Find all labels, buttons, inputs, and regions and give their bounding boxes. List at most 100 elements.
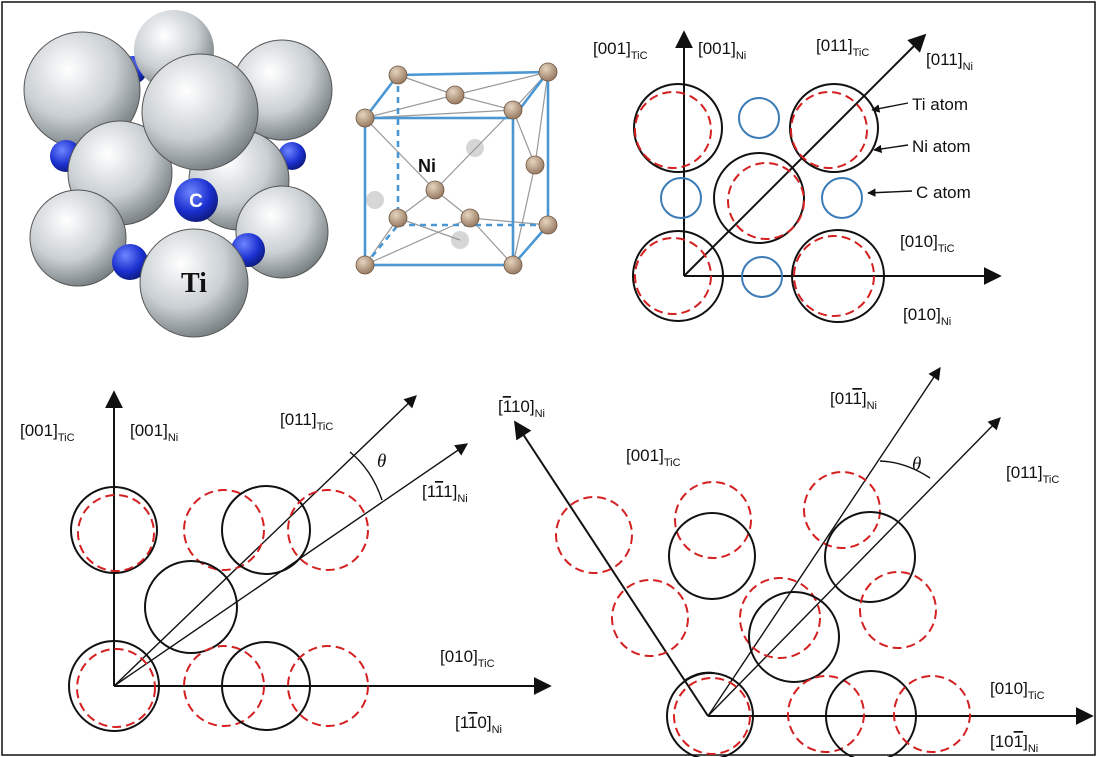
ni-atom-circle <box>739 577 821 659</box>
ti-atom-circle <box>668 512 756 600</box>
ni-atom-circle <box>634 91 712 169</box>
label-010-tic: [010]TiC <box>900 232 955 255</box>
ti-atom <box>139 228 249 338</box>
ni-atom-circle <box>674 481 752 559</box>
theta-symbol: θ <box>377 451 386 472</box>
ni-atom-circle <box>77 494 155 572</box>
ti-atom-circle <box>68 640 160 732</box>
ti-atom-circle <box>789 83 879 173</box>
ti-atom-circle <box>666 672 754 757</box>
label-001-tic: [001]TiC <box>626 446 681 469</box>
ti-atom-circle <box>144 560 238 654</box>
theta-symbol: θ <box>912 454 921 475</box>
ni-atom-circle <box>611 579 689 657</box>
label-001-tic: [001]TiC <box>593 39 648 62</box>
ni-atom-circle <box>287 489 369 571</box>
ti-atom-circle <box>825 670 917 757</box>
ti-atom-label: Ti <box>181 268 207 299</box>
ni-atom-circle <box>183 489 265 571</box>
theta-arc <box>879 460 931 479</box>
label-010-tic: [010]TiC <box>440 647 495 670</box>
tic-011-arrow <box>707 417 1001 717</box>
c-atom-circle <box>738 97 780 139</box>
label-1-10-ni: [110]Ni <box>455 713 502 736</box>
ti-atom-circle <box>824 511 916 603</box>
ni-atom-circle <box>793 235 875 317</box>
ni-1-11-arrow <box>113 443 469 687</box>
ni-atom-back <box>366 191 384 209</box>
legend-c-atom: C atom <box>916 183 971 202</box>
ni-atom-pointer <box>873 144 909 154</box>
ni-unit-cell: Ni <box>355 62 558 275</box>
ti-atom-circle <box>748 591 840 683</box>
label-001-ni: [001]Ni <box>698 39 746 62</box>
label-01-1-ni: [011]Ni <box>830 389 877 412</box>
ti-atom-circle <box>713 152 805 244</box>
ti-atom-circle <box>221 641 311 731</box>
ni-atom <box>445 85 465 105</box>
tic-crystal-model: C Ti <box>23 10 333 338</box>
c-atom <box>112 244 148 280</box>
label-011-tic: [011]TiC <box>816 36 869 59</box>
c-atom <box>174 178 218 222</box>
ni-atom <box>503 100 523 120</box>
ni-atom-circle <box>727 162 805 240</box>
ni-atom-circle <box>287 645 369 727</box>
panel-left-orientation: [001]TiC [001]Ni [011]TiC θ [111]Ni [010… <box>20 390 552 736</box>
ni-atom <box>525 155 545 175</box>
label-001-tic: [001]TiC <box>20 421 75 444</box>
ni-atom <box>460 208 480 228</box>
label-011-tic: [011]TiC <box>280 410 333 433</box>
ni-atom-circle <box>893 675 971 753</box>
ti-atom-circle <box>791 229 885 323</box>
ni-01-1-arrow <box>707 366 941 717</box>
legend-ti-atom: Ti atom <box>912 95 968 114</box>
ni-atom-circle <box>76 648 156 728</box>
c-atom-circle <box>741 256 783 298</box>
ni-atom-circle <box>555 496 633 574</box>
ni-atom-circle <box>859 571 937 649</box>
c-atom-label: C <box>189 191 203 212</box>
ni-cell-label: Ni <box>418 156 436 176</box>
label-001-ni: [001]Ni <box>130 421 178 444</box>
label-011-tic: [011]TiC <box>1006 463 1059 486</box>
label-010-ni: [010]Ni <box>903 305 951 328</box>
ni-atom-circle <box>634 237 712 315</box>
ni-atom <box>538 62 558 82</box>
ni-atom-circle <box>183 645 265 727</box>
c-atom-circle <box>821 177 863 219</box>
ti-atom-circle <box>632 230 724 322</box>
ti-atom-circle <box>633 83 723 173</box>
ni-atom <box>388 65 408 85</box>
ni-atom-circle <box>673 677 751 755</box>
c-atom-pointer <box>867 188 913 197</box>
ti-atom-circle <box>221 485 311 575</box>
label-010-tic: [010]TiC <box>990 679 1045 702</box>
label-1-11-ni: [111]Ni <box>422 482 468 505</box>
ni-atom-circle <box>803 471 881 549</box>
panel-top-orientation: Ti atom Ni atom C atom [001]TiC [001]Ni … <box>593 30 1002 328</box>
ti-atom-pointer <box>871 102 909 113</box>
c-atom-circle <box>660 177 702 219</box>
ti-atom <box>29 189 127 287</box>
panel-right-orientation: [110]Ni [001]TiC [011]Ni θ [011]TiC [010… <box>498 366 1094 757</box>
ni-atom-circle <box>790 91 868 169</box>
ti-atom-circle <box>70 486 158 574</box>
label-10-1-ni: [101]Ni <box>990 732 1038 755</box>
ni-atom <box>355 255 375 275</box>
ni-atom <box>388 208 408 228</box>
legend-ni-atom: Ni atom <box>912 137 971 156</box>
ni-atom <box>355 108 375 128</box>
label-011-ni: [011]Ni <box>926 50 973 73</box>
ni-110-arrow <box>514 420 709 717</box>
ni-atom-circle <box>787 675 865 753</box>
ti-atom <box>141 53 259 171</box>
ni-atom <box>538 215 558 235</box>
ni-atom <box>425 180 445 200</box>
tic-011-arrow <box>113 395 417 687</box>
theta-arc <box>349 451 383 501</box>
diagonal-axis-arrow <box>683 33 927 277</box>
label-110-ni: [110]Ni <box>498 397 545 420</box>
